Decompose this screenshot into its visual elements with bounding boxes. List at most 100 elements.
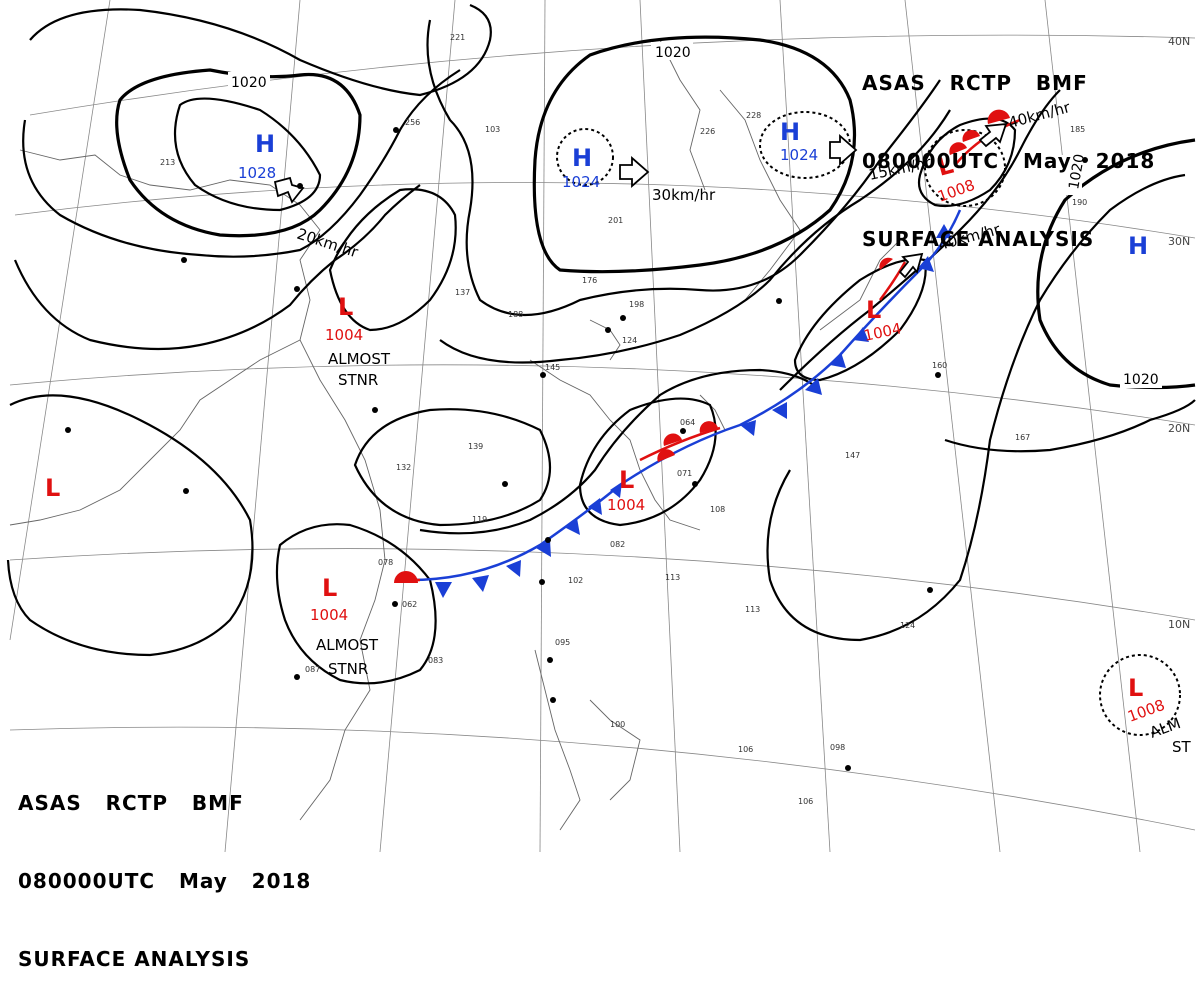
warm-front-semicircle — [699, 421, 718, 433]
header-title-line: SURFACE ANALYSIS — [862, 227, 1095, 251]
isobar — [173, 97, 322, 212]
station-value: 095 — [555, 638, 570, 647]
graticule — [9, 0, 1196, 852]
station-value: 185 — [1070, 125, 1085, 134]
pressure-systems: H 1028 H 1024 H 1024 H L 1004 ALMOST STN… — [45, 118, 1192, 756]
isobar — [917, 117, 1017, 208]
cold-front-triangle — [740, 420, 756, 436]
map-header-bottom-left: ASAS RCTP BMF 080000UTC May 2018 SURFACE… — [18, 738, 311, 998]
latitude-labels: 40N 30N 20N 10N — [1168, 35, 1190, 631]
station-value: 167 — [1015, 433, 1030, 442]
dashed-isobar — [556, 128, 614, 186]
warm-front-semicircle — [987, 109, 1010, 124]
warm-front-semicircle — [394, 571, 418, 583]
station-value: 198 — [629, 300, 644, 309]
station-dots — [65, 127, 1088, 771]
station-value: 078 — [378, 558, 393, 567]
cold-front-triangle — [472, 575, 489, 592]
isobar — [6, 394, 254, 657]
high-letter: H — [1128, 232, 1148, 260]
coastlines — [9, 39, 901, 831]
low-letter: L — [619, 466, 634, 494]
isobar-label: 1020 — [1066, 153, 1088, 191]
low-letter: L — [866, 296, 881, 324]
station-value: 064 — [680, 418, 695, 427]
isobar — [328, 188, 457, 332]
cold-front-triangle — [936, 224, 952, 238]
low-letter: L — [322, 574, 337, 602]
station-value: 108 — [710, 505, 725, 514]
station-value: 106 — [738, 745, 753, 754]
low-letter: L — [934, 151, 956, 182]
station-value: 190 — [1072, 198, 1087, 207]
station-value: 113 — [665, 573, 680, 582]
isobar — [275, 523, 437, 685]
low-pressure-value: 1004 — [310, 606, 348, 624]
low-letter: L — [1128, 674, 1143, 702]
cold-front-triangle — [536, 540, 551, 557]
high-letter: H — [255, 130, 275, 158]
motion-arrow-icon — [619, 156, 650, 188]
station-plots: 221 256 103 226 228 213 201 176 198 137 … — [160, 33, 1087, 806]
dashed-isobar — [1099, 654, 1181, 736]
isobar — [353, 408, 551, 527]
isobar — [766, 173, 1186, 642]
station-value: 160 — [932, 361, 947, 370]
cold-front — [409, 209, 962, 598]
header-title-line: SURFACE ANALYSIS — [18, 947, 251, 971]
isobars — [6, 3, 1196, 685]
lat-label-20n: 20N — [1168, 422, 1190, 435]
header-agency-line: ASAS RCTP BMF — [18, 791, 244, 815]
motion-arrow-icon — [273, 176, 305, 204]
isobar-1020-thick — [532, 35, 857, 274]
warm-front-semicircle — [879, 257, 893, 270]
dashed-isobar — [924, 129, 1006, 207]
station-value: 124 — [900, 621, 915, 630]
station-value: 119 — [472, 515, 487, 524]
station-value: 188 — [508, 310, 523, 319]
motion-arrow-icon — [829, 134, 858, 166]
station-value: 071 — [677, 469, 692, 478]
high-pressure-value: 1028 — [238, 164, 276, 182]
low-pressure-value: 1004 — [325, 326, 363, 344]
motion-label: 30km/hr — [652, 186, 716, 204]
station-value: 176 — [582, 276, 597, 285]
cold-front-triangle — [506, 560, 521, 577]
cold-front-triangle — [588, 498, 602, 515]
high-pressure-value: 1024 — [780, 146, 818, 164]
station-value: 145 — [545, 363, 560, 372]
station-value: 124 — [622, 336, 637, 345]
isobar — [29, 3, 492, 97]
cold-front-triangle — [435, 582, 452, 598]
low-note: ST — [1172, 738, 1192, 756]
isobar — [439, 109, 951, 364]
station-value: 137 — [455, 288, 470, 297]
cold-front-triangle — [772, 402, 787, 419]
isobar — [779, 89, 1061, 391]
station-value: 103 — [485, 125, 500, 134]
header-time-line: 080000UTC May 2018 — [18, 869, 312, 893]
high-letter: H — [572, 144, 592, 172]
motion-arrow-icon — [898, 252, 924, 279]
weather-map: 40N 30N 20N 10N — [6, 0, 1196, 852]
cold-front-triangle — [918, 256, 934, 272]
station-value: 102 — [568, 576, 583, 585]
lat-label-30n: 30N — [1168, 235, 1190, 248]
low-note: STNR — [338, 371, 378, 389]
station-value: 098 — [830, 743, 845, 752]
cold-front-triangle — [610, 482, 622, 498]
cold-front-triangle — [830, 352, 846, 368]
station-value: 228 — [746, 111, 761, 120]
warm-front-semicircle — [949, 142, 967, 155]
station-value: 132 — [396, 463, 411, 472]
high-pressure-value: 1024 — [562, 173, 600, 191]
isobar — [13, 184, 421, 351]
map-header-top-right: ASAS RCTP BMF 080000UTC May 2018 SURFACE… — [862, 18, 1155, 278]
low-letter: L — [338, 293, 353, 321]
station-value: 147 — [845, 451, 860, 460]
station-value: 100 — [610, 720, 625, 729]
isobar — [578, 397, 717, 527]
warm-front-semicircle — [962, 129, 980, 142]
isobar-1020-thick — [115, 68, 362, 238]
cold-front-triangle — [805, 378, 822, 395]
